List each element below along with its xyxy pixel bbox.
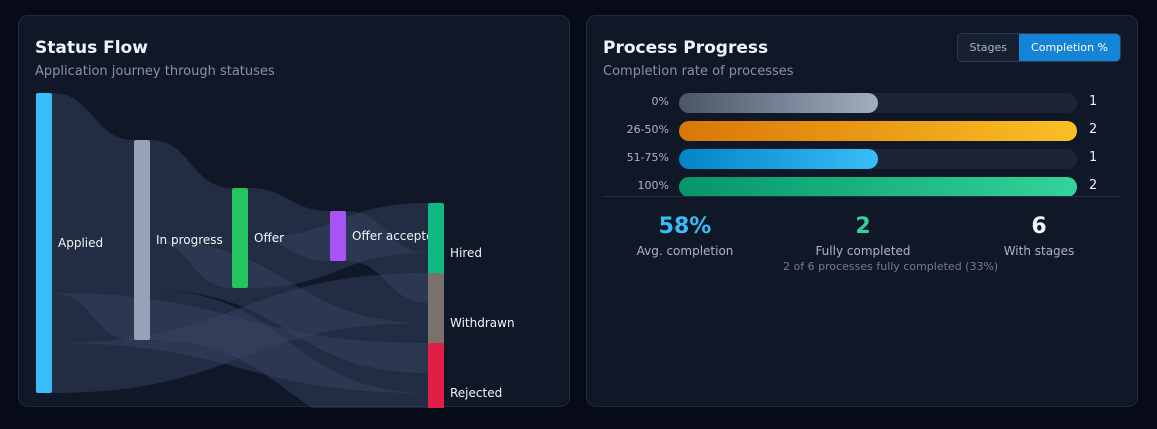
- avg-completion-label: Avg. completion: [636, 244, 734, 258]
- view-toggle: Stages Completion %: [956, 33, 1121, 62]
- sankey-node-offer-accepted[interactable]: [330, 211, 346, 261]
- completion-toggle-button[interactable]: Completion %: [1019, 34, 1120, 61]
- progress-row-label: 51-75%: [626, 151, 669, 164]
- progress-row-label: 0%: [651, 95, 669, 108]
- sankey-node-label: Withdrawn: [450, 316, 515, 330]
- with-stages-label: With stages: [1003, 244, 1075, 258]
- fully-completed-note: 2 of 6 processes fully completed (33%): [783, 260, 999, 273]
- process-progress-title: Process Progress: [603, 38, 769, 58]
- sankey-node-label: Offer: [254, 231, 284, 245]
- with-stages-stat: 6 With stages: [959, 214, 1119, 258]
- sankey-link-in_progress-withdrawn[interactable]: [150, 240, 428, 373]
- status-flow-subtitle: Application journey through statuses: [35, 64, 275, 79]
- sankey-node-applied[interactable]: [36, 93, 52, 393]
- progress-row-count: 2: [1089, 122, 1098, 137]
- sankey-link-offer-offer_accepted[interactable]: [248, 188, 330, 261]
- progress-row-label: 26-50%: [626, 123, 669, 136]
- sankey-link-in_progress-rejected[interactable]: [150, 290, 428, 408]
- process-progress-card: Process Progress Completion rate of proc…: [586, 15, 1138, 407]
- sankey-node-in-progress[interactable]: [134, 140, 150, 340]
- avg-completion-stat: 58% Avg. completion: [605, 214, 765, 258]
- with-stages-value: 6: [1031, 214, 1047, 239]
- progress-row-count: 1: [1089, 94, 1098, 109]
- fully-completed-value: 2: [855, 214, 871, 239]
- progress-fill: [679, 149, 878, 169]
- sankey-link-applied-in_progress[interactable]: [52, 93, 134, 340]
- divider: [603, 196, 1121, 197]
- sankey-diagram: Applied In progress Offer Offer accepted Hir…: [36, 93, 515, 408]
- progress-track: [679, 149, 1077, 169]
- progress-track: [679, 121, 1077, 141]
- status-flow-card: Status Flow Application journey through …: [18, 15, 570, 408]
- status-flow-title: Status Flow: [35, 38, 148, 58]
- sankey-node-label: In progress: [156, 233, 223, 247]
- fully-completed-stat: 2 Fully completed: [783, 214, 943, 258]
- progress-row: 0% 1: [587, 93, 1139, 113]
- progress-row-count: 2: [1089, 178, 1098, 193]
- progress-fill: [679, 177, 1077, 197]
- avg-completion-value: 58%: [658, 214, 712, 239]
- progress-row: 51-75% 1: [587, 149, 1139, 169]
- stages-toggle-button[interactable]: Stages: [957, 34, 1020, 61]
- progress-row: 26-50% 2: [587, 121, 1139, 141]
- progress-row-count: 1: [1089, 150, 1098, 165]
- sankey-node-label: Offer accepted: [352, 229, 441, 243]
- fully-completed-label: Fully completed: [815, 244, 911, 258]
- progress-fill: [679, 93, 878, 113]
- sankey-node-offer[interactable]: [232, 188, 248, 288]
- sankey-node-label: Applied: [58, 236, 103, 250]
- progress-track: [679, 177, 1077, 197]
- sankey-node-label: Rejected: [450, 386, 502, 400]
- process-progress-subtitle: Completion rate of processes: [603, 64, 794, 79]
- sankey-node-rejected[interactable]: [428, 343, 444, 408]
- sankey-link-applied-withdrawn[interactable]: [52, 273, 428, 393]
- sankey-link-in_progress-offer[interactable]: [150, 140, 232, 288]
- progress-row: 100% 2: [587, 177, 1139, 197]
- sankey-node-label: Hired: [450, 246, 482, 260]
- sankey-link-offer_accepted-hired[interactable]: [346, 211, 428, 303]
- progress-fill: [679, 121, 1077, 141]
- progress-track: [679, 93, 1077, 113]
- progress-row-label: 100%: [637, 179, 669, 192]
